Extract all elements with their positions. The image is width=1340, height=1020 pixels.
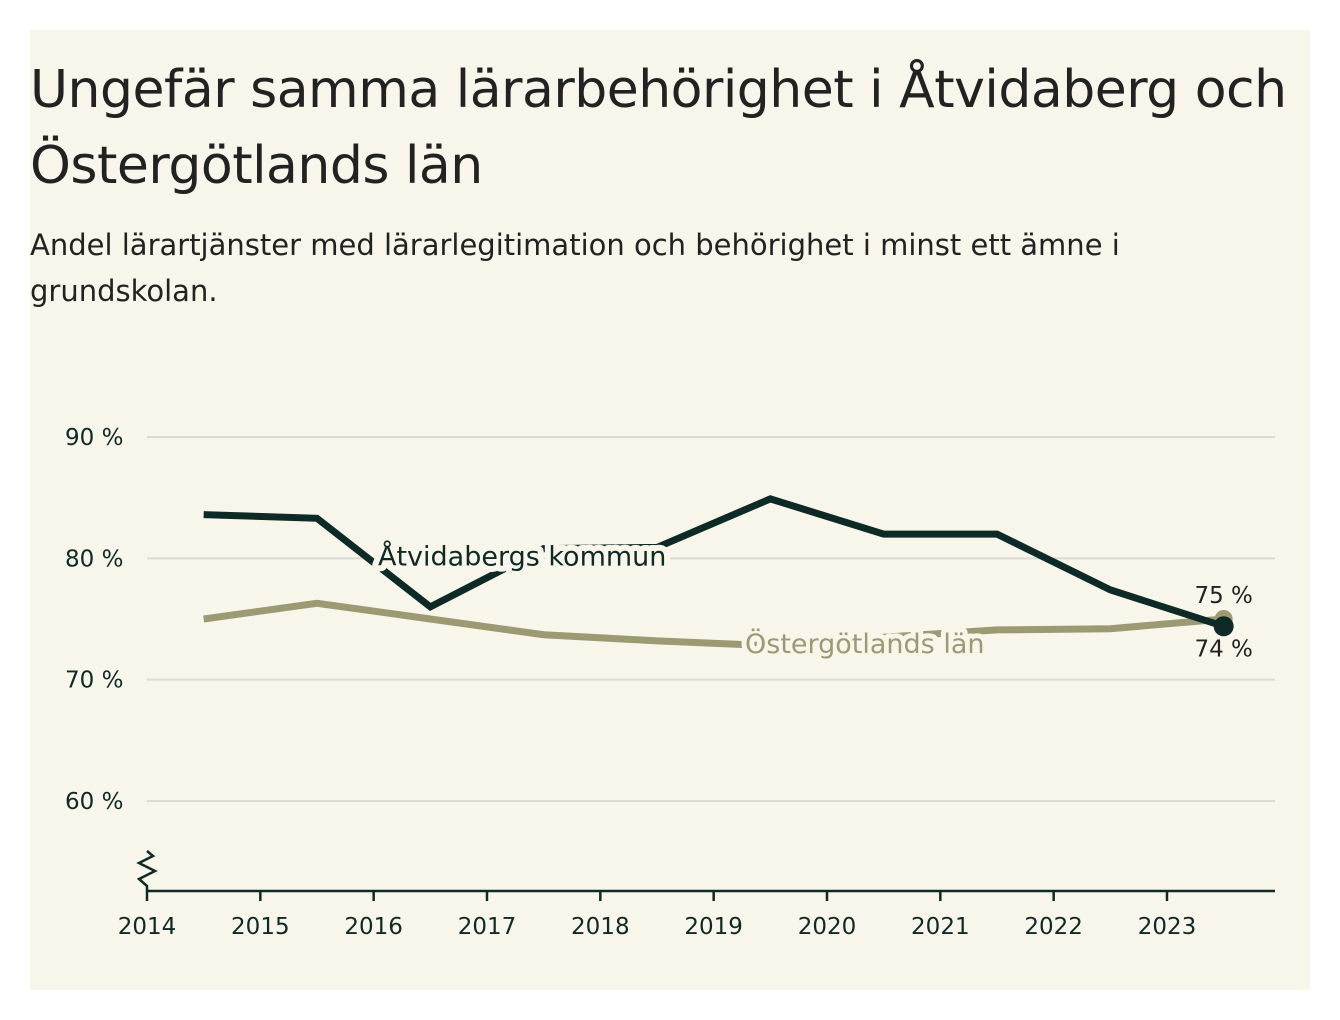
x-tick-label: 2015 — [231, 914, 290, 940]
y-tick-label: 90 % — [65, 425, 123, 451]
axis-break-icon — [136, 850, 158, 891]
y-axis-labels: 60 % 70 % 80 % 90 % — [65, 425, 123, 815]
chart-subtitle: Andel lärartjänster med lärarlegitimatio… — [30, 228, 1120, 308]
end-value-label-ostergotland: 75 % — [1194, 583, 1252, 609]
series-label-atvidaberg: Åtvidabergs kommun — [378, 540, 666, 572]
x-tick-label: 2022 — [1024, 914, 1083, 940]
x-tick-label: 2020 — [798, 914, 857, 940]
series-line-ostergotland — [203, 599, 1224, 650]
x-axis: 2014 2015 2016 2017 2018 2019 2020 2021 2022 2023 — [118, 850, 1275, 940]
x-tick-label: 2018 — [571, 914, 630, 940]
series-label-halo: Östergötlands län — [745, 628, 985, 660]
y-tick-label: 80 % — [65, 546, 123, 572]
end-point-atvidaberg — [1213, 616, 1234, 637]
gridlines — [147, 436, 1275, 802]
y-tick-label: 70 % — [65, 668, 123, 694]
x-tick-label: 2019 — [684, 914, 743, 940]
x-tick-label: 2021 — [911, 914, 970, 940]
series-line-atvidaberg — [203, 495, 1225, 630]
end-value-label-atvidaberg: 74 % — [1194, 636, 1252, 662]
series-label-halo: Åtvidabergs kommun — [378, 540, 666, 572]
series-lines — [203, 495, 1234, 650]
x-tick-label: 2017 — [458, 914, 517, 940]
series-label-ostergotland: Östergötlands län — [745, 628, 985, 660]
y-tick-label: 60 % — [65, 789, 123, 815]
chart-background — [30, 30, 1310, 990]
x-tick-label: 2023 — [1138, 914, 1197, 940]
chart-title: Ungefär samma lärarbehörighet i Åtvidabe… — [30, 60, 1287, 196]
x-tick-label: 2016 — [344, 914, 403, 940]
x-tick-label: 2014 — [118, 914, 177, 940]
